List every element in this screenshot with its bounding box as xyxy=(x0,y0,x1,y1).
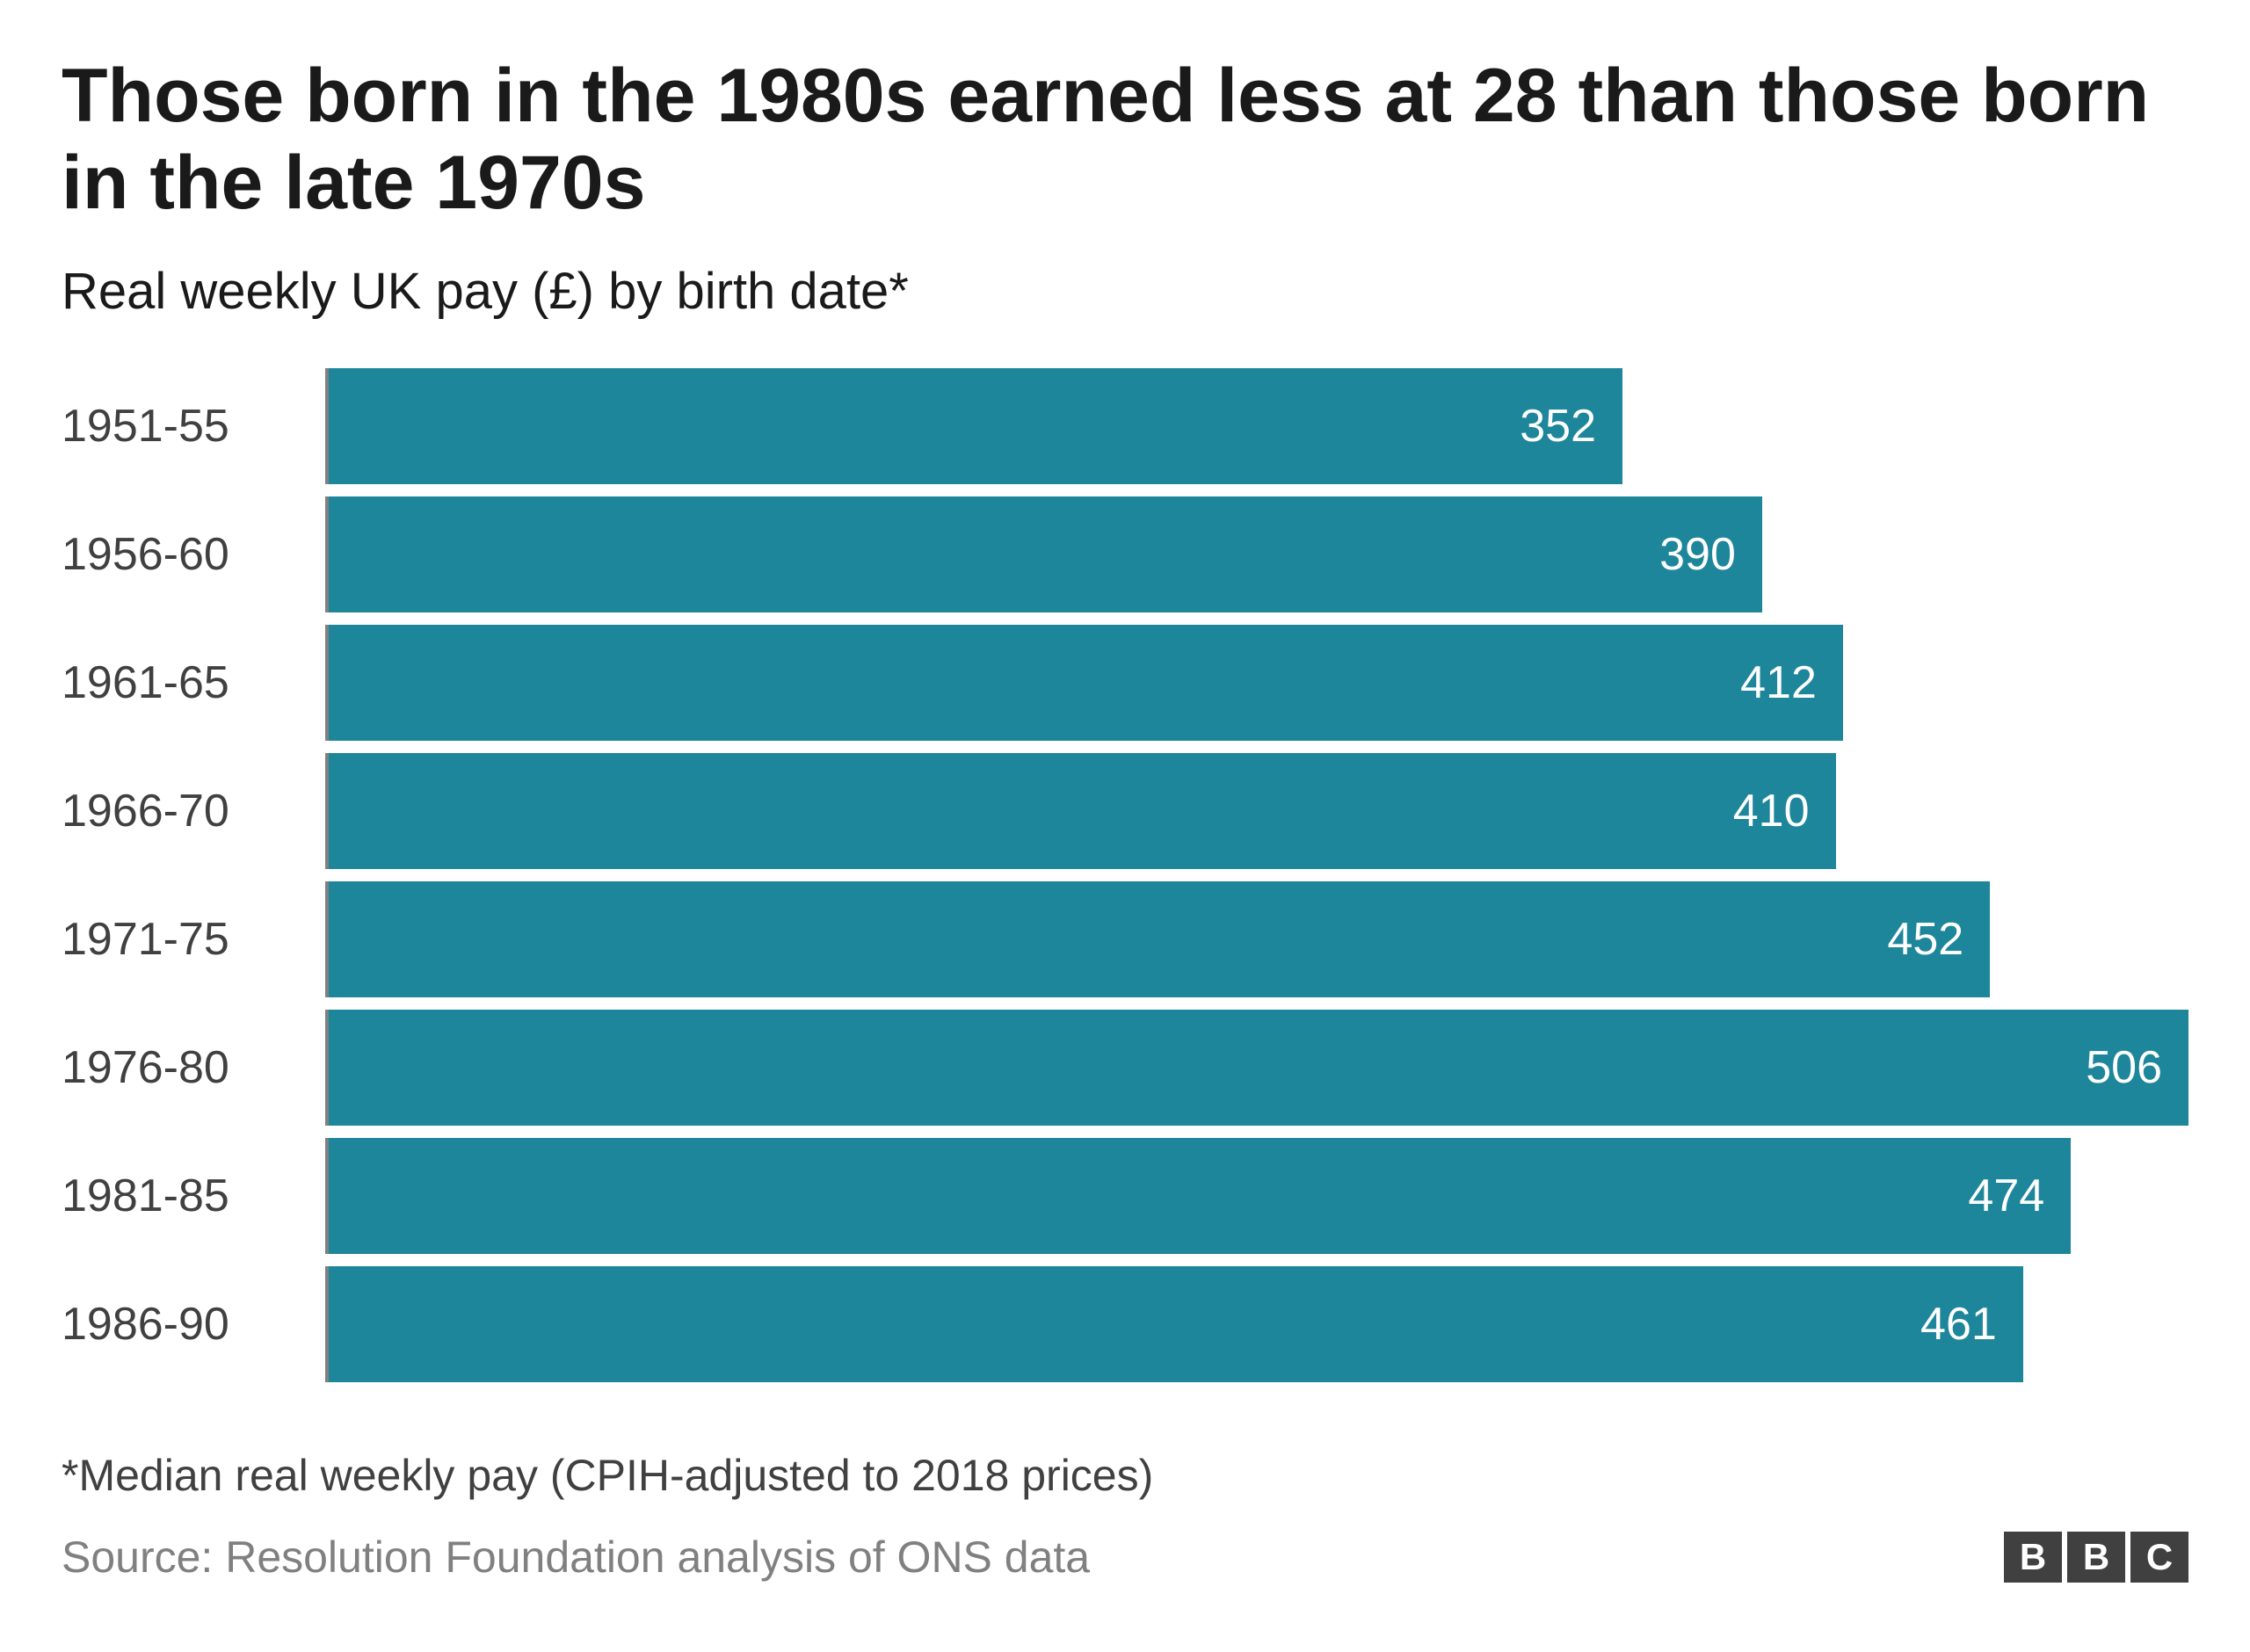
bar: 412 xyxy=(329,625,1843,741)
bar-value: 412 xyxy=(1740,656,1817,709)
chart-row: 1966-70 410 xyxy=(62,750,2188,873)
chart-row: 1976-80 506 xyxy=(62,1006,2188,1129)
bbc-logo-box: C xyxy=(2130,1532,2188,1583)
bbc-logo-box: B xyxy=(2067,1532,2125,1583)
bar-chart: 1951-55 352 1956-60 390 1961-65 412 1966-70 410… xyxy=(62,365,2188,1402)
bar: 506 xyxy=(329,1010,2188,1126)
bar-container: 474 xyxy=(325,1138,2188,1254)
bar: 474 xyxy=(329,1138,2071,1254)
source-text: Source: Resolution Foundation analysis o… xyxy=(62,1532,1090,1583)
bar-container: 390 xyxy=(325,496,2188,612)
bar: 390 xyxy=(329,496,1762,612)
bar-container: 410 xyxy=(325,753,2188,869)
bbc-logo: BBC xyxy=(2004,1532,2188,1583)
bar-container: 452 xyxy=(325,881,2188,997)
bar-value: 390 xyxy=(1659,528,1736,581)
y-axis-label: 1966-70 xyxy=(62,785,325,837)
bar-value: 461 xyxy=(1920,1298,1997,1351)
bar: 410 xyxy=(329,753,1836,869)
chart-subtitle: Real weekly UK pay (£) by birth date* xyxy=(62,262,2188,321)
chart-row: 1971-75 452 xyxy=(62,878,2188,1001)
y-axis-label: 1956-60 xyxy=(62,528,325,581)
bar-value: 410 xyxy=(1733,785,1810,837)
y-axis-label: 1976-80 xyxy=(62,1041,325,1094)
y-axis-label: 1986-90 xyxy=(62,1298,325,1351)
bar: 352 xyxy=(329,368,1622,484)
bar-container: 352 xyxy=(325,368,2188,484)
chart-row: 1981-85 474 xyxy=(62,1134,2188,1257)
chart-row: 1986-90 461 xyxy=(62,1263,2188,1386)
bar: 461 xyxy=(329,1266,2023,1382)
chart-title: Those born in the 1980s earned less at 2… xyxy=(62,53,2188,227)
bar-container: 412 xyxy=(325,625,2188,741)
y-axis-label: 1951-55 xyxy=(62,400,325,453)
chart-footnote: *Median real weekly pay (CPIH-adjusted t… xyxy=(62,1450,2188,1501)
bar-value: 474 xyxy=(1968,1170,2044,1222)
y-axis-label: 1971-75 xyxy=(62,913,325,966)
chart-footer: Source: Resolution Foundation analysis o… xyxy=(62,1532,2188,1583)
chart-row: 1951-55 352 xyxy=(62,365,2188,488)
y-axis-label: 1961-65 xyxy=(62,656,325,709)
bar-container: 461 xyxy=(325,1266,2188,1382)
bar-value: 352 xyxy=(1520,400,1596,453)
bar-value: 452 xyxy=(1887,913,1963,966)
bar-container: 506 xyxy=(325,1010,2188,1126)
bar: 452 xyxy=(329,881,1990,997)
bar-value: 506 xyxy=(2086,1041,2162,1094)
chart-row: 1961-65 412 xyxy=(62,621,2188,744)
bbc-logo-box: B xyxy=(2004,1532,2062,1583)
chart-row: 1956-60 390 xyxy=(62,493,2188,616)
y-axis-label: 1981-85 xyxy=(62,1170,325,1222)
